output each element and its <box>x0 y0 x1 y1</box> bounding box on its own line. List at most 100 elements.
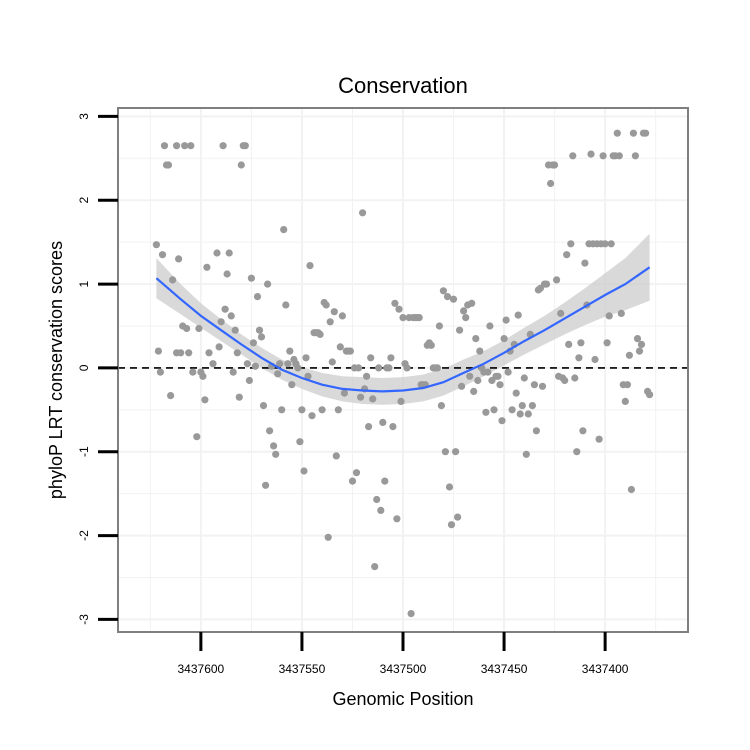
data-point <box>300 467 308 475</box>
data-point <box>603 339 611 347</box>
smooth-trend-line <box>155 266 651 393</box>
data-point <box>445 483 454 491</box>
data-point <box>456 326 464 334</box>
data-point <box>257 333 266 341</box>
data-point <box>286 347 294 355</box>
data-point <box>522 450 530 458</box>
data-point <box>633 335 642 343</box>
data-point <box>316 330 324 338</box>
data-point <box>373 495 381 504</box>
data-point <box>494 372 502 380</box>
data-point <box>152 241 160 249</box>
data-point <box>435 322 443 330</box>
data-point <box>352 469 361 477</box>
data-point <box>231 326 239 334</box>
data-point <box>575 354 583 362</box>
data-point <box>524 410 532 418</box>
data-point <box>621 397 629 405</box>
data-point <box>205 349 213 357</box>
data-point <box>185 349 193 357</box>
data-point <box>587 150 595 158</box>
data-point <box>561 376 569 385</box>
data-point <box>187 142 195 150</box>
data-point <box>565 340 573 348</box>
data-point <box>391 299 399 307</box>
data-point <box>476 347 484 355</box>
chart-title: Conservation <box>338 73 468 98</box>
data-point <box>338 312 346 320</box>
scatter-points <box>152 129 654 618</box>
data-point <box>217 318 225 326</box>
data-point <box>486 322 494 330</box>
data-point <box>399 314 407 322</box>
y-tick-label: 0 <box>77 364 91 371</box>
data-point <box>512 389 520 397</box>
data-point <box>514 311 522 319</box>
data-point <box>538 382 547 390</box>
data-point <box>377 506 385 514</box>
data-point <box>490 406 498 414</box>
data-point <box>571 374 579 382</box>
data-point <box>369 395 377 403</box>
data-point <box>381 477 389 485</box>
data-point <box>625 351 634 359</box>
data-point <box>615 152 623 160</box>
data-point <box>532 427 541 435</box>
data-point <box>595 435 603 443</box>
data-point <box>631 152 640 160</box>
data-point <box>496 381 504 389</box>
data-point <box>385 364 393 372</box>
data-point <box>433 364 441 372</box>
data-point <box>407 610 415 618</box>
data-point <box>169 276 177 284</box>
data-point <box>237 161 245 169</box>
data-point <box>472 335 480 343</box>
data-point <box>447 521 456 529</box>
y-tick-label: 3 <box>77 113 91 120</box>
data-point <box>199 372 207 380</box>
data-point <box>613 129 621 137</box>
data-point <box>241 142 249 150</box>
data-point <box>270 442 278 450</box>
data-point <box>468 299 476 307</box>
data-point <box>280 226 288 234</box>
data-point <box>318 406 326 414</box>
x-tick-label: 3437550 <box>279 662 326 676</box>
data-point <box>441 448 449 456</box>
y-tick-label: -3 <box>77 614 91 625</box>
data-point <box>557 309 565 317</box>
data-point <box>346 347 354 355</box>
data-point <box>193 433 201 441</box>
data-point <box>591 355 599 364</box>
data-point <box>359 209 367 217</box>
data-point <box>484 368 492 376</box>
y-tick-label: 1 <box>77 280 91 287</box>
data-point <box>225 249 233 257</box>
data-point <box>304 372 312 380</box>
data-point <box>181 142 189 150</box>
data-point <box>276 360 284 368</box>
data-point <box>375 364 383 372</box>
data-point <box>551 161 559 169</box>
y-axis-label: phyloP LRT conservation scores <box>46 241 66 499</box>
data-point <box>449 295 458 303</box>
data-point <box>439 287 447 295</box>
data-point <box>189 368 197 376</box>
data-point <box>173 142 181 150</box>
data-point <box>482 408 490 416</box>
data-point <box>223 270 231 278</box>
data-point <box>637 340 646 348</box>
data-point <box>395 305 403 313</box>
data-point <box>302 354 310 362</box>
plot-panel <box>117 107 689 633</box>
data-point <box>627 485 636 494</box>
data-point <box>635 347 644 355</box>
data-point <box>175 255 183 263</box>
data-point <box>274 370 282 378</box>
data-point <box>213 249 221 257</box>
data-point <box>460 307 468 315</box>
data-point <box>474 376 482 385</box>
data-point <box>466 372 474 380</box>
data-point <box>298 406 306 414</box>
data-point <box>348 477 357 485</box>
